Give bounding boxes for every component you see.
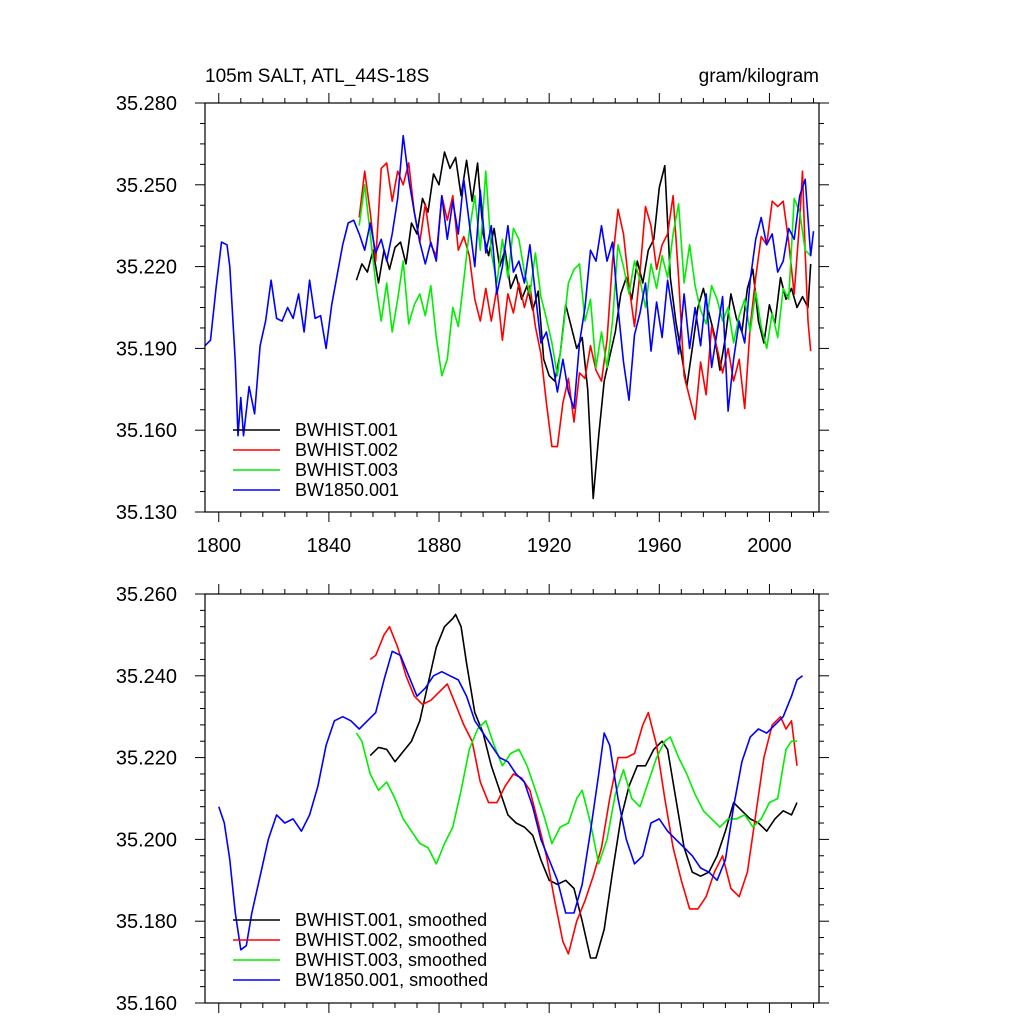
top-x-tick-label: 1800 <box>197 535 242 557</box>
bottom-series-line-1 <box>369 613 798 959</box>
top-y-tick-label: 35.160 <box>116 420 177 442</box>
top-series-line-1 <box>355 151 812 500</box>
top-y-tick-label: 35.190 <box>116 338 177 360</box>
bottom-series-line-3 <box>355 720 797 865</box>
bottom-y-tick-label: 35.260 <box>116 584 177 606</box>
top-series-line-3 <box>358 170 812 377</box>
top-x-tick-label: 2000 <box>747 535 792 557</box>
top-legend-label: BWHIST.003 <box>295 460 398 480</box>
bottom-series-line-2 <box>369 625 798 955</box>
top-x-tick-label: 1920 <box>527 535 572 557</box>
top-legend-label: BWHIST.001 <box>295 420 398 440</box>
bottom-y-tick-label: 35.240 <box>116 666 177 688</box>
top-axis-ticks: 1800 1840 1880 1920 1960 2000 35.130 35.160 35.1… <box>116 93 829 557</box>
top-legend-label: BW1850.001 <box>295 480 399 500</box>
top-y-tick-label: 35.280 <box>116 93 177 115</box>
top-panel: 1800 1840 1880 1920 1960 2000 35.130 35.160 35.1… <box>116 66 829 557</box>
top-y-tick-label: 35.250 <box>116 175 177 197</box>
top-plot-lines <box>205 134 815 500</box>
top-chart-units: gram/kilogram <box>699 66 819 87</box>
bottom-plot-frame <box>204 593 820 1004</box>
bottom-plot-lines <box>218 613 803 959</box>
top-x-tick-label: 1840 <box>307 535 352 557</box>
top-x-tick-label: 1880 <box>417 535 462 557</box>
bottom-y-tick-label: 35.220 <box>116 748 177 770</box>
top-y-tick-label: 35.130 <box>116 502 177 524</box>
bottom-series-line-4 <box>218 650 803 951</box>
top-chart-title: 105m SALT, ATL_44S-18S <box>205 66 429 87</box>
bottom-legend-label: BWHIST.001, smoothed <box>295 910 487 930</box>
bottom-legend-label: BWHIST.002, smoothed <box>295 930 487 950</box>
bottom-legend-label: BW1850.001, smoothed <box>295 970 488 990</box>
bottom-axis-ticks: 35.160 35.180 35.200 35.220 35.240 35.260 <box>116 584 829 1015</box>
bottom-y-tick-label: 35.160 <box>116 993 177 1015</box>
top-y-tick-label: 35.220 <box>116 257 177 279</box>
bottom-y-tick-label: 35.200 <box>116 829 177 851</box>
bottom-y-tick-label: 35.180 <box>116 911 177 933</box>
top-x-tick-label: 1960 <box>637 535 682 557</box>
bottom-legend-label: BWHIST.003, smoothed <box>295 950 487 970</box>
top-legend-label: BWHIST.002 <box>295 440 398 460</box>
bottom-panel: 35.160 35.180 35.200 35.220 35.240 35.260 BWH… <box>116 584 829 1015</box>
top-series-line-4 <box>205 134 815 437</box>
